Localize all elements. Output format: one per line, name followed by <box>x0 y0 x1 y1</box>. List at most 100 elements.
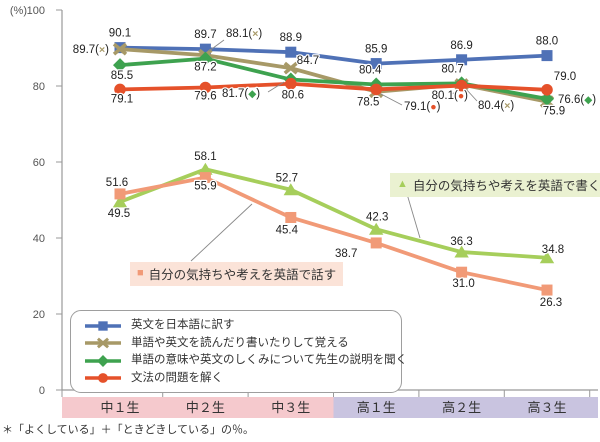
annotation-leader-line <box>190 203 253 262</box>
data-label: 89.7(×) <box>73 44 109 56</box>
label-leader-line <box>380 93 403 106</box>
data-point-marker-circle <box>199 81 212 94</box>
legend-label: 単語の意味や英文のしくみについて先生の説明を聞く <box>131 354 408 367</box>
data-point-marker-square <box>199 43 211 55</box>
legend-marker-square-icon <box>85 321 121 331</box>
square-icon: ■ <box>137 267 144 279</box>
legend-item-0: 英文を日本語に訳す <box>83 318 391 333</box>
data-point-marker-diamond <box>97 354 109 367</box>
data-label: 85.9 <box>365 44 387 56</box>
y-axis-unit: (%) <box>10 5 27 17</box>
y-tick-label: 60 <box>33 157 45 169</box>
data-label: 79.1(●) <box>404 101 441 113</box>
data-point-marker-diamond <box>113 58 127 73</box>
data-label: 36.3 <box>450 236 472 248</box>
legend-item-3: 文法の問題を解く <box>83 371 391 386</box>
data-point-marker-square <box>98 321 108 331</box>
data-label: 88.0 <box>536 36 558 48</box>
data-point-marker-diamond <box>198 51 213 66</box>
data-point-marker-square <box>370 237 382 249</box>
category-band-0 <box>62 397 334 418</box>
data-point-marker-circle <box>98 373 108 384</box>
data-label: 49.5 <box>108 208 130 220</box>
legend-item-2: 単語の意味や英文のしくみについて先生の説明を聞く <box>83 353 407 368</box>
data-label: 87.2 <box>194 62 216 74</box>
data-point-marker-square <box>285 46 297 58</box>
data-label: 79.1 <box>111 93 133 105</box>
legend-item-1: 単語や英文を読んだり書いたりして覚える <box>83 336 391 351</box>
legend-marker-diamond-icon <box>85 354 121 367</box>
legend-marker-x-icon <box>85 337 121 349</box>
y-tick-label: 40 <box>33 233 45 245</box>
triangle-icon: ▲ <box>397 178 408 190</box>
data-label: 85.5 <box>111 70 133 82</box>
data-point-marker-triangle <box>198 162 213 175</box>
data-point-marker-square <box>456 266 468 278</box>
label-leader-line <box>451 89 460 95</box>
data-point-marker-x <box>112 42 128 56</box>
data-label: 80.1(●) <box>432 90 469 102</box>
data-label: 45.4 <box>276 224 299 236</box>
data-label: 75.9 <box>543 106 565 118</box>
data-point-marker-square <box>199 172 211 184</box>
legend-label: 単語や英文を読んだり書いたりして覚える <box>131 336 349 349</box>
data-label: 31.0 <box>452 278 474 290</box>
annotation-speak-text: 自分の気持ちや考えを英語で話す <box>148 268 337 282</box>
data-label: 34.8 <box>542 244 564 256</box>
data-point-marker-x <box>283 61 298 75</box>
data-label: 42.3 <box>366 211 388 223</box>
y-tick-label: 20 <box>33 309 45 321</box>
data-label: 76.6(◆) <box>558 94 596 106</box>
category-label: 高１生 <box>357 400 396 415</box>
data-point-marker-triangle <box>539 251 555 264</box>
annotation-write-in-english: ▲ 自分の気持ちや考えを英語で書く <box>390 173 600 197</box>
data-point-marker-triangle <box>369 222 384 235</box>
data-label: 80.6 <box>282 90 304 102</box>
data-point-marker-square <box>541 50 553 62</box>
series-line-4 <box>119 167 548 260</box>
data-label: 90.1 <box>109 28 131 40</box>
category-label: 中１生 <box>100 400 139 415</box>
data-label: 84.7 <box>297 55 319 67</box>
data-label: 26.3 <box>540 297 562 309</box>
y-tick-label: 80 <box>33 81 45 93</box>
legend-label: 英文を日本語に訳す <box>131 319 235 332</box>
annotation-write-text: 自分の気持ちや考えを英語で書く <box>412 179 600 193</box>
data-point-marker-square <box>285 211 297 223</box>
data-point-marker-square <box>370 58 382 70</box>
data-label: 52.7 <box>276 173 298 185</box>
data-label: 88.1(×) <box>226 28 262 40</box>
data-point-marker-square <box>456 54 468 66</box>
category-label: 中２生 <box>186 400 225 415</box>
category-label: 高２生 <box>442 400 481 415</box>
series-line-0 <box>119 45 548 66</box>
data-label: 80.4(×) <box>478 100 514 112</box>
label-leader-line <box>267 81 285 93</box>
data-label: 78.5 <box>357 97 379 109</box>
legend-marker-circle-icon <box>85 373 121 384</box>
data-label: 79.0 <box>554 71 576 83</box>
data-point-marker-circle <box>455 79 468 92</box>
series-line-3 <box>119 81 548 92</box>
data-point-marker-diamond <box>540 91 554 106</box>
legend-label: 文法の問題を解く <box>131 371 223 384</box>
data-label: 81.7(◆) <box>222 88 260 100</box>
data-point-marker-square <box>541 284 553 296</box>
footnote: ＊「よくしている」＋「ときどきしている」の％。 <box>2 424 255 436</box>
y-tick-label: 100 <box>27 5 45 17</box>
data-point-marker-triangle <box>283 183 298 196</box>
annotation-speak-in-english: ■ 自分の気持ちや考えを英語で話す <box>130 262 344 286</box>
label-leader-line <box>208 39 225 52</box>
annotation-leader-line <box>406 193 421 239</box>
data-label: 88.9 <box>280 32 302 44</box>
data-point-marker-triangle <box>454 245 469 258</box>
data-label: 80.4 <box>359 64 382 76</box>
data-label: 89.7 <box>194 29 216 41</box>
data-label: 58.1 <box>194 151 216 163</box>
data-label: 38.7 <box>335 248 357 260</box>
data-label: 86.9 <box>450 40 472 52</box>
data-label: 51.6 <box>106 177 128 189</box>
category-band-1 <box>333 397 598 418</box>
